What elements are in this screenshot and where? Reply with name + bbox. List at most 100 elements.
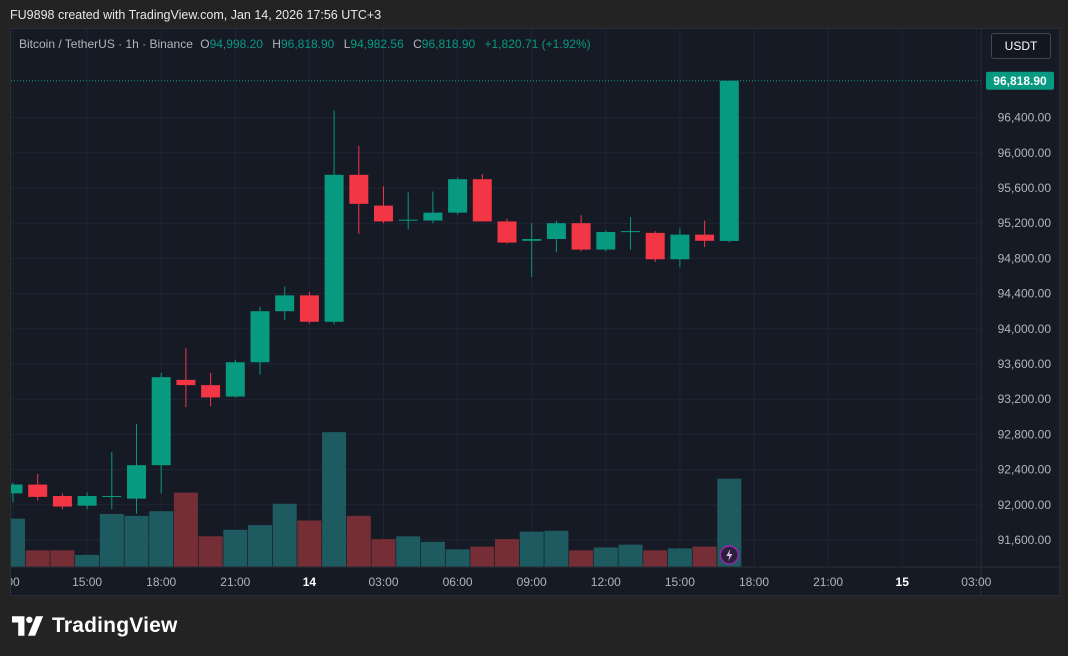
y-tick-label: 94,400.00 <box>998 287 1052 301</box>
y-tick-label: 96,000.00 <box>998 146 1052 160</box>
volume-bar <box>445 549 470 567</box>
x-tick-label: 06:00 <box>443 575 473 589</box>
volume-bar <box>396 536 421 567</box>
x-tick-label: 21:00 <box>220 575 250 589</box>
legend-close-label: C <box>413 37 422 51</box>
volume-bar <box>272 503 297 567</box>
candle-body <box>398 219 418 221</box>
y-tick-label: 95,200.00 <box>998 216 1052 230</box>
candle-body <box>645 232 665 260</box>
candle-body <box>77 496 97 506</box>
tradingview-logo[interactable]: TradingView <box>12 614 178 638</box>
candle-body <box>472 179 492 222</box>
volume-bar <box>346 515 371 567</box>
currency-button[interactable]: USDT <box>991 33 1051 59</box>
x-tick-label: 09:00 <box>517 575 547 589</box>
candle-body <box>151 377 171 466</box>
x-tick-label: 14 <box>303 575 317 589</box>
legend-open-label: O <box>200 37 210 51</box>
volume-bar <box>420 541 445 567</box>
y-tick-label: 94,000.00 <box>998 322 1052 336</box>
chart-panel[interactable]: 91,600.00 92,000.00 92,400.00 92,800.00 93,2… <box>10 28 1060 596</box>
y-tick-label: 96,400.00 <box>998 111 1052 125</box>
candle-body <box>225 362 245 397</box>
candle-body <box>52 496 72 507</box>
volume-bar <box>248 525 272 567</box>
volume-bar <box>643 550 668 567</box>
candle-body <box>546 223 566 240</box>
legend-change: +1,820.71 (+1.92%) <box>484 37 591 51</box>
candle-body <box>621 231 640 233</box>
candle-body <box>596 232 616 250</box>
volume-bar <box>223 529 248 567</box>
volume-bar <box>519 531 544 567</box>
volume-bar <box>25 550 50 567</box>
candle-body <box>28 484 48 497</box>
volume-bar <box>618 544 643 567</box>
candle-body <box>275 295 295 312</box>
candlestick-chart[interactable]: 91,600.00 92,000.00 92,400.00 92,800.00 93,2… <box>11 29 1059 595</box>
candle-body <box>349 174 369 204</box>
legend-close: 96,818.90 <box>421 37 476 51</box>
volume-bar <box>371 539 396 567</box>
x-tick-label: 03:00 <box>368 575 398 589</box>
volume-bar <box>593 547 618 567</box>
candle-body <box>201 385 221 398</box>
chart-caption: FU9898 created with TradingView.com, Jan… <box>10 8 382 22</box>
candle-body <box>497 221 517 243</box>
x-tick-label: 00 <box>11 575 20 589</box>
y-tick-label: 95,600.00 <box>998 181 1052 195</box>
volume-bar <box>198 536 223 567</box>
x-tick-label: 18:00 <box>146 575 176 589</box>
candle-body <box>250 311 270 363</box>
y-tick-label: 93,200.00 <box>998 392 1052 406</box>
candle-body <box>127 465 146 499</box>
volume-bar <box>99 513 124 567</box>
y-tick-label: 91,600.00 <box>998 533 1052 547</box>
volume-bar <box>667 548 692 567</box>
y-tick-label: 92,400.00 <box>998 463 1052 477</box>
x-tick-label: 15:00 <box>665 575 695 589</box>
volume-bar <box>75 554 100 567</box>
candle-body <box>324 174 344 322</box>
candle-body <box>522 239 542 241</box>
x-tick-label: 21:00 <box>813 575 843 589</box>
x-tick-label: 18:00 <box>739 575 769 589</box>
volume-bar <box>495 539 519 567</box>
y-tick-label: 94,800.00 <box>998 251 1052 265</box>
x-tick-label: 03:00 <box>961 575 991 589</box>
brand-name: TradingView <box>52 614 178 637</box>
candle-body <box>374 205 393 222</box>
volume-bar <box>322 432 347 567</box>
candle-body <box>176 379 196 386</box>
x-tick-label: 15:00 <box>72 575 102 589</box>
candle-body <box>670 234 690 260</box>
y-tick-label: 92,800.00 <box>998 427 1052 441</box>
legend-high: 96,818.90 <box>280 37 335 51</box>
volume-bar <box>569 550 594 567</box>
volume-bar <box>470 546 495 567</box>
candle-body <box>299 295 319 322</box>
candle-body <box>102 496 122 497</box>
symbol-legend: Bitcoin / TetherUS · 1h · Binance O94,99… <box>19 37 597 51</box>
volume-bar <box>11 518 25 567</box>
volume-bar <box>50 550 75 567</box>
volume-bar <box>124 515 149 567</box>
legend-high-label: H <box>272 37 281 51</box>
candle-body <box>571 223 591 250</box>
legend-symbol: Bitcoin / TetherUS · 1h · Binance <box>19 37 193 51</box>
volume-bar <box>692 546 717 567</box>
lightning-icon <box>726 549 733 561</box>
legend-open: 94,998.20 <box>209 37 263 51</box>
volume-bar <box>544 530 569 567</box>
y-tick-label: 92,000.00 <box>998 498 1052 512</box>
candle-body <box>11 484 23 494</box>
candle-body <box>448 179 468 213</box>
last-price-badge <box>986 71 1054 90</box>
candle-body <box>423 212 443 221</box>
y-tick-label: 93,600.00 <box>998 357 1052 371</box>
x-tick-label: 15 <box>896 575 910 589</box>
legend-low: 94,982.56 <box>350 37 404 51</box>
legend-low-label: L <box>343 37 351 51</box>
volume-bar <box>297 520 322 567</box>
